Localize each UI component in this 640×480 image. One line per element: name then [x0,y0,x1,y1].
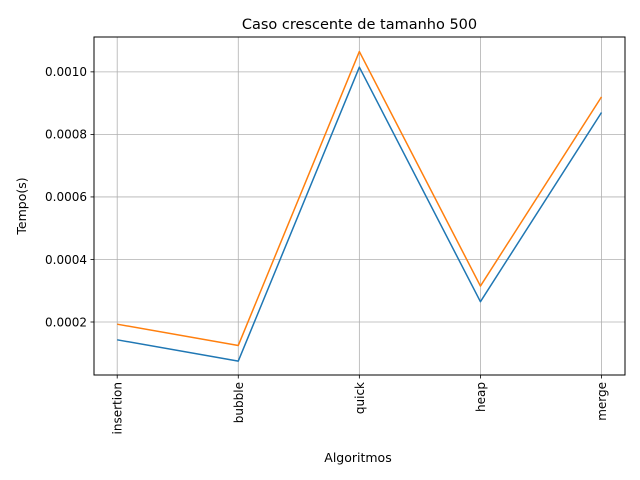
x-tick-label: insertion [111,382,125,435]
y-tick-label: 0.0004 [45,253,87,267]
series-line-2 [117,50,603,347]
chart-title: Caso crescente de tamanho 500 [242,17,477,33]
y-tick-label: 0.0002 [45,315,87,329]
x-tick-label: merge [595,382,609,421]
y-tick-label: 0.0008 [45,128,87,142]
series-lines [117,50,603,362]
x-axis-label: Algoritmos [324,450,391,465]
grid [94,37,625,375]
x-tick-label: quick [353,382,367,414]
y-axis-label: Tempo(s) [14,177,29,235]
y-tick-label: 0.0006 [45,190,87,204]
x-tick-label: heap [474,382,488,412]
x-axis: insertion bubble quick heap merge [111,375,609,435]
series-line-1 [117,66,603,362]
y-axis: 0.0002 0.0004 0.0006 0.0008 0.0010 [45,65,94,329]
x-tick-label: bubble [232,382,246,423]
y-tick-label: 0.0010 [45,65,87,79]
